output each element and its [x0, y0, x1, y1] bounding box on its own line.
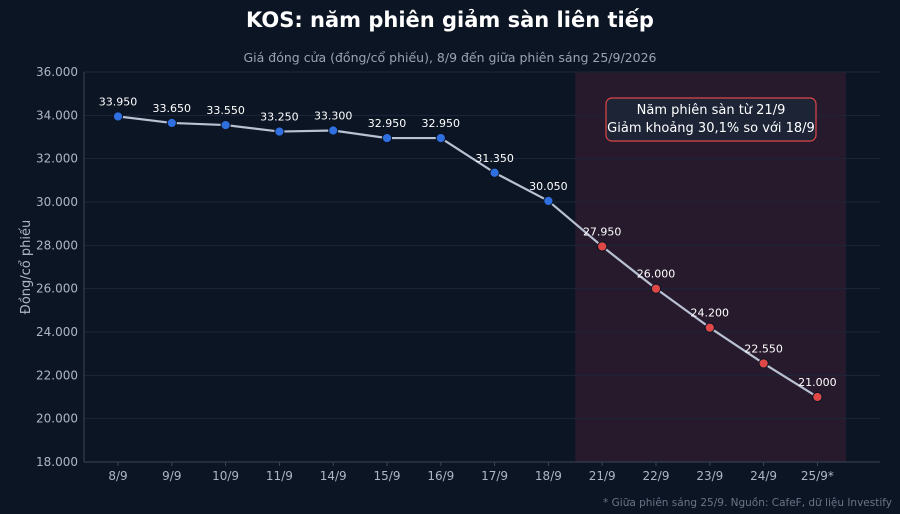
x-tick-label: 10/9	[212, 469, 239, 483]
data-label: 32.950	[368, 117, 407, 130]
x-tick-label: 8/9	[108, 469, 127, 483]
series-line-layer	[117, 115, 818, 398]
y-tick-label: 30.000	[36, 195, 78, 209]
data-point	[597, 241, 608, 252]
data-point	[435, 132, 446, 144]
chart-title: KOS: năm phiên giảm sàn liên tiếp	[246, 8, 654, 32]
data-label: 27.950	[583, 225, 622, 238]
data-label: 26.000	[637, 268, 676, 281]
x-tick-label: 23/9	[696, 469, 723, 483]
data-label: 33.650	[153, 102, 192, 115]
data-point	[650, 283, 662, 294]
y-tick-label: 34.000	[36, 108, 78, 122]
data-point	[543, 195, 554, 207]
x-tick-label: 25/9*	[801, 469, 834, 483]
data-points	[112, 111, 823, 403]
x-tick-label: 14/9	[320, 469, 347, 483]
x-tick-label: 18/9	[535, 469, 562, 483]
data-label: 33.550	[206, 104, 245, 117]
data-label: 33.950	[99, 95, 138, 108]
chart-footnote: * Giữa phiên sáng 25/9. Nguồn: CafeF, dữ…	[603, 497, 892, 509]
data-point	[812, 391, 823, 403]
data-label: 30.050	[529, 180, 568, 193]
data-point	[489, 167, 500, 178]
axes: 18.000 20.000 22.000 24.000 26.000 28.000 30.0…	[36, 65, 880, 483]
x-tick-label: 9/9	[162, 469, 181, 483]
data-label: 21.000	[798, 376, 837, 389]
data-point	[220, 119, 231, 131]
data-label: 32.950	[422, 117, 461, 130]
data-point	[328, 125, 339, 136]
data-label: 24.200	[691, 307, 730, 320]
y-tick-label: 32.000	[36, 152, 78, 166]
x-tick-label: 11/9	[266, 469, 293, 483]
chart-subtitle: Giá đóng cửa (đồng/cổ phiếu), 8/9 đến gi…	[243, 50, 657, 65]
data-point	[274, 126, 285, 137]
x-tick-label: 16/9	[427, 469, 454, 483]
x-tick-label: 15/9	[374, 469, 401, 483]
y-tick-label: 18.000	[36, 455, 78, 469]
data-label: 22.550	[744, 342, 783, 355]
y-tick-label: 24.000	[36, 325, 78, 339]
data-point	[112, 111, 124, 122]
data-label: 33.250	[260, 111, 299, 124]
data-point	[166, 117, 177, 129]
annotation-line: Giảm khoảng 30,1% so với 18/9	[607, 121, 815, 136]
annotation-frame	[605, 97, 817, 142]
data-labels: 33.950 33.650 33.550 33.250 33.300 32.950 32.9…	[99, 95, 837, 389]
x-tick-label: 21/9	[589, 469, 616, 483]
data-label: 31.350	[475, 152, 514, 165]
y-tick-label: 26.000	[36, 282, 78, 296]
series-line	[117, 115, 818, 398]
data-point	[381, 132, 393, 144]
data-point	[704, 322, 715, 333]
y-tick-label: 28.000	[36, 238, 78, 252]
x-tick-label: 17/9	[481, 469, 508, 483]
x-tick-label: 22/9	[643, 469, 670, 483]
y-tick-label: 22.000	[36, 368, 78, 382]
annotation-box: Năm phiên sàn từ 21/9 Giảm khoảng 30,1% s…	[605, 97, 817, 142]
annotation-line: Năm phiên sàn từ 21/9	[637, 103, 786, 118]
y-tick-label: 20.000	[36, 412, 78, 426]
data-label: 33.300	[314, 110, 353, 123]
y-axis-label: Đồng/cổ phiếu	[19, 220, 34, 314]
y-tick-label: 36.000	[36, 65, 78, 79]
data-point	[758, 358, 769, 369]
x-tick-label: 24/9	[750, 469, 777, 483]
